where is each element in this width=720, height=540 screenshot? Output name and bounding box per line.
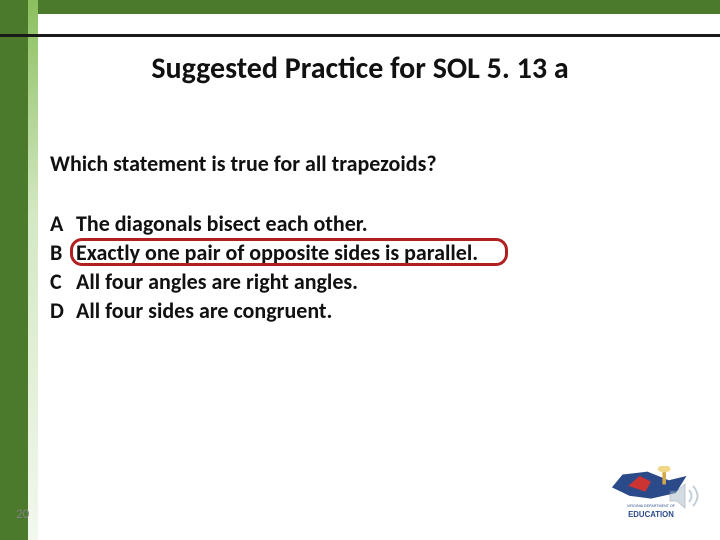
option-letter: D	[50, 297, 76, 324]
speaker-icon	[664, 476, 704, 516]
page-number: 20	[16, 507, 29, 522]
option-b: B Exactly one pair of opposite sides is …	[50, 239, 478, 266]
option-text: The diagonals bisect each other.	[76, 210, 368, 237]
option-a: A The diagonals bisect each other.	[50, 210, 478, 237]
option-letter: B	[50, 239, 76, 266]
option-text: All four sides are congruent.	[76, 297, 332, 324]
option-d: D All four sides are congruent.	[50, 297, 478, 324]
top-stripe	[0, 0, 720, 14]
slide-title: Suggested Practice for SOL 5. 13 a	[0, 50, 720, 87]
options-list: A The diagonals bisect each other. B Exa…	[50, 210, 478, 326]
option-text: All four angles are right angles.	[76, 268, 358, 295]
option-letter: A	[50, 210, 76, 237]
option-text: Exactly one pair of opposite sides is pa…	[76, 239, 478, 266]
horizontal-rule	[0, 34, 720, 37]
option-c: C All four angles are right angles.	[50, 268, 478, 295]
option-letter: C	[50, 268, 76, 295]
question-text: Which statement is true for all trapezoi…	[50, 150, 437, 177]
